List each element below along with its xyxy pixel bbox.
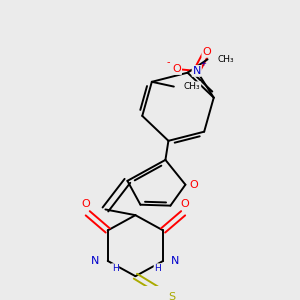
Text: O: O	[81, 199, 90, 209]
Text: O: O	[181, 199, 190, 209]
Text: N: N	[91, 256, 100, 266]
Text: H: H	[154, 264, 161, 273]
Text: O: O	[202, 47, 211, 57]
Text: CH₃: CH₃	[218, 55, 234, 64]
Text: +: +	[200, 61, 206, 67]
Text: S: S	[168, 292, 175, 300]
Text: -: -	[167, 57, 170, 68]
Text: N: N	[171, 256, 179, 266]
Text: O: O	[172, 64, 181, 74]
Text: O: O	[189, 180, 198, 190]
Text: H: H	[112, 264, 118, 273]
Text: CH₃: CH₃	[184, 82, 200, 91]
Text: N: N	[193, 66, 201, 76]
